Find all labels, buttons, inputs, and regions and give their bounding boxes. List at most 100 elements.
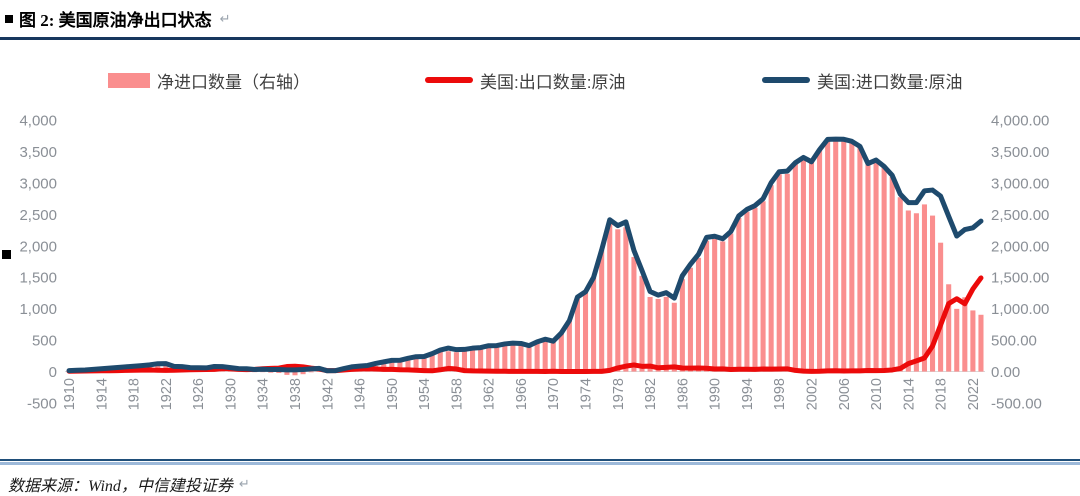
x-axis-tick-label: 1942 [320,378,336,410]
figure-title-row: 图 2: 美国原油净出口状态 ↵ [5,6,231,31]
net-imports-bar [808,161,815,372]
margin-bullet-icon [2,250,11,259]
net-imports-bar [687,267,693,372]
legend-label: 净进口数量（右轴） [157,72,310,92]
right-axis-tick-label: 2,500.00 [991,207,1049,224]
net-imports-bar [784,173,790,372]
footer-divider [0,459,1080,465]
imports-line [66,136,984,374]
net-imports-bar [768,185,774,372]
net-imports-bar [776,174,782,372]
left-axis-tick-label: 4,000 [19,113,57,130]
net-imports-bar [615,229,621,372]
net-imports-bar [841,139,847,372]
net-imports-bar [566,320,572,372]
net-imports-bar [817,149,823,372]
net-imports-bar [930,215,936,372]
left-axis-tick-label: 2,000 [19,238,57,255]
net-imports-bar [897,197,903,372]
right-axis-tick-label: 1,500.00 [991,270,1049,287]
net-imports-bar [453,352,459,372]
net-imports-bar [679,279,685,372]
chart-legend: 净进口数量（右轴） 美国:出口数量:原油 美国:进口数量:原油 [0,66,1080,94]
left-axis-tick-label: 1,500 [19,270,57,287]
net-imports-bar [276,371,282,374]
net-imports-bar [607,220,613,372]
net-imports-bar [921,204,928,372]
return-mark-icon: ↵ [238,476,250,491]
net-imports-bar [695,257,702,372]
net-imports-bar [623,227,629,372]
x-axis-tick-label: 1930 [223,378,239,410]
left-axis-tick-label: 3,500 [19,144,57,161]
left-axis-tick-label: 2,500 [19,207,57,224]
data-source: 数据来源：Wind，中信建投证券 [8,478,233,495]
x-axis-tick-label: 1926 [191,378,207,410]
right-axis-tick-label: 2,000.00 [991,238,1049,255]
left-axis-tick-label: -500 [27,396,57,413]
net-imports-bar [591,277,597,372]
net-imports-bar [704,240,710,372]
net-imports-bar [728,233,734,372]
x-axis-tick-label: 1934 [256,378,272,410]
legend-label: 美国:出口数量:原油 [480,72,626,92]
x-axis-tick-label: 1978 [611,378,627,410]
x-axis-tick-label: 1986 [675,378,691,410]
net-imports-bar [857,146,863,372]
left-axis-tick-label: 1,000 [19,301,57,318]
net-imports-bar [913,213,919,372]
x-axis-tick-label: 1910 [62,378,78,410]
net-imports-bar [639,275,645,372]
net-imports-bar [268,371,274,373]
x-axis-tick-label: 1962 [482,378,498,410]
net-imports-bar [792,163,798,372]
net-imports-swatch-icon [108,72,150,88]
left-axis-tick-label: 3,000 [19,175,57,192]
net-imports-bar [461,350,468,372]
net-imports-bar [938,242,944,372]
net-imports-bar [736,218,742,372]
legend-item-exports: 美国:出口数量:原油 [425,66,625,94]
chart-canvas: 4,000 3,500 3,000 2,500 2,000 1,500 1,000 500 0 -… [19,113,1049,413]
net-imports-bar [833,139,839,372]
net-imports-bar [825,140,831,372]
net-imports-bar [405,360,411,372]
x-axis-tick-label: 1970 [546,378,562,410]
net-imports-bar [744,211,750,372]
legend-item-net-imports: 净进口数量（右轴） [108,66,310,94]
net-imports-bar [760,201,766,372]
right-axis-tick-label: 1,000.00 [991,301,1049,318]
x-axis-tick-label: 2002 [805,378,821,410]
x-axis-tick-label: 1966 [514,378,530,410]
net-imports-bar [421,357,427,372]
x-axis-tick-label: 1994 [740,378,756,410]
x-axis-tick-label: 2006 [837,378,853,410]
net-imports-bar [413,357,419,372]
right-axis-tick-label: -500.00 [991,396,1042,413]
net-imports-bar [970,310,976,372]
net-imports-bar [510,343,516,372]
x-axis-tick-label: 2010 [869,378,885,410]
right-axis-tick-label: 0.00 [991,364,1020,381]
net-imports-bar [655,298,661,372]
net-imports-bar [582,291,589,372]
net-imports-bar [502,344,508,372]
net-imports-bar [954,308,960,372]
x-axis-tick-label: 1914 [94,378,110,410]
net-imports-bar [445,351,451,372]
x-axis-tick-label: 1922 [159,378,175,410]
net-imports-bar [881,167,887,372]
left-axis-tick-label: 500 [32,333,57,350]
net-imports-bar [599,250,605,372]
net-imports-bar [558,333,564,372]
x-axis-tick-label: 1938 [288,378,304,410]
net-imports-bar [486,346,492,372]
right-axis-tick-label: 500.00 [991,333,1037,350]
x-axis-tick-label: 1982 [643,378,659,410]
net-imports-bar [550,341,556,372]
net-imports-bar [542,339,548,372]
imports-line-swatch-icon [762,77,810,83]
x-axis-tick-label: 2018 [934,378,950,410]
net-imports-bar [889,176,895,372]
figure-title: 图 2: 美国原油净出口状态 [19,11,212,30]
